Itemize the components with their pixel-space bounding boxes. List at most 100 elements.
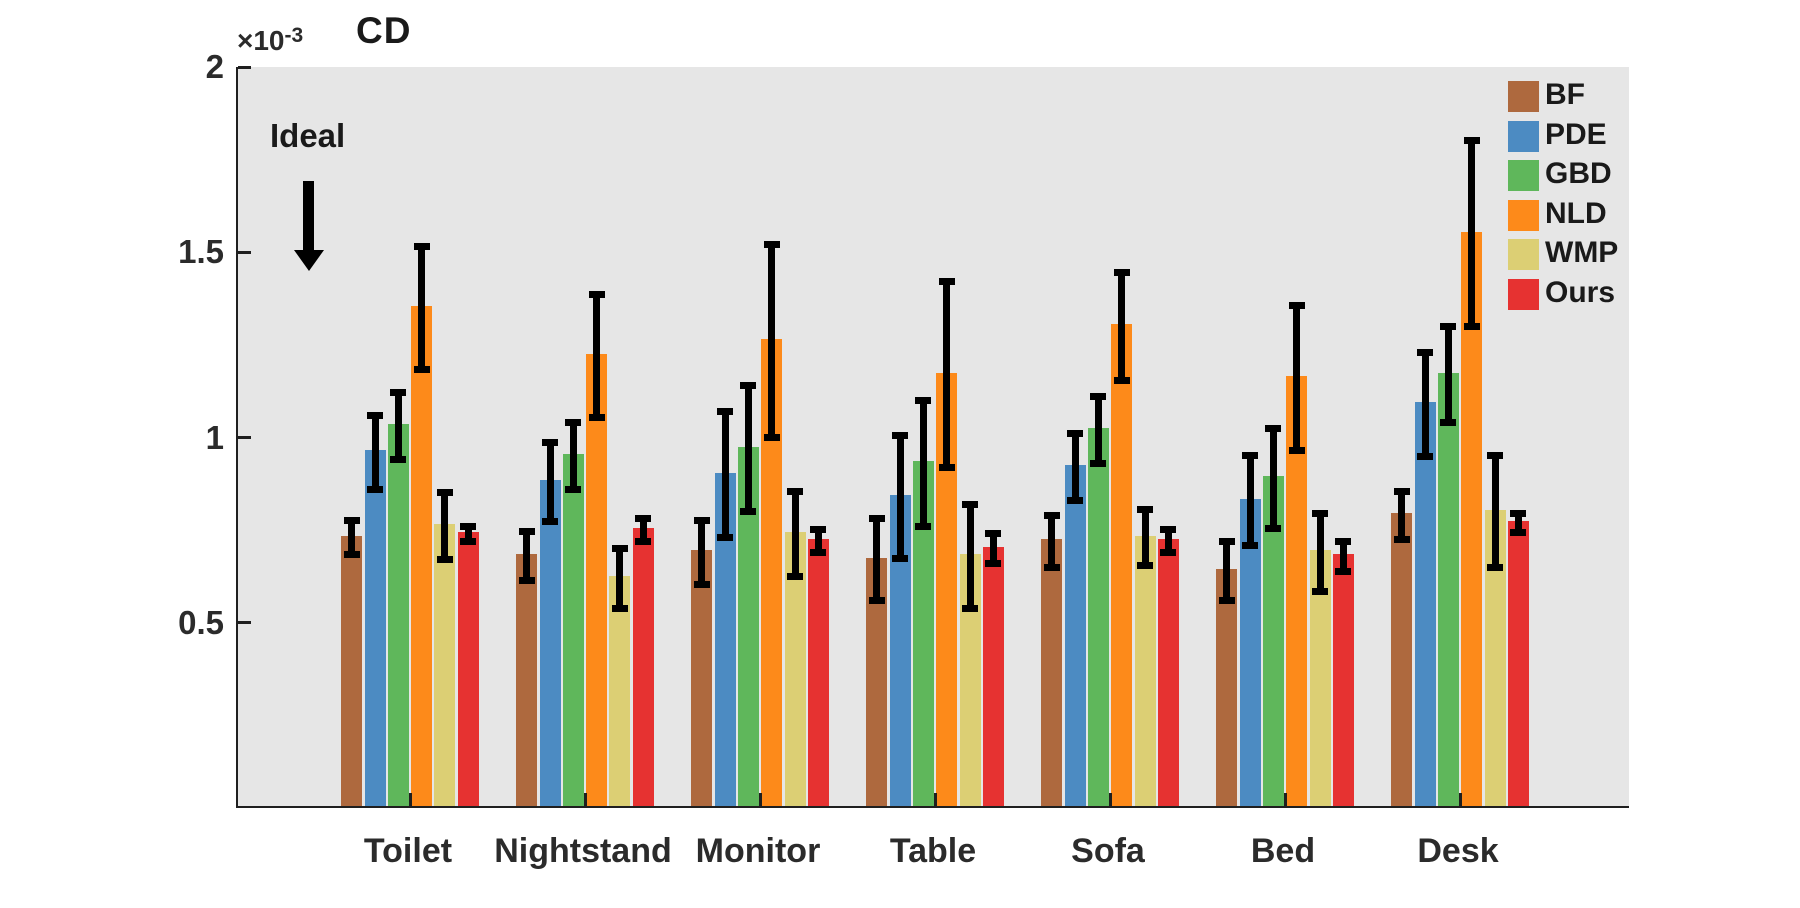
bar-pde-nightstand [539,480,561,806]
bar-pde-toilet [364,450,386,806]
error-bar-wmp-sofa [1137,506,1153,569]
legend-swatch-pde [1508,120,1539,152]
error-bar-bf-monitor [693,517,710,588]
bar-nld-toilet [411,305,433,806]
bar-nld-nightstand [586,354,608,806]
legend-swatch-nld [1508,199,1539,231]
legend-label-gbd: GBD [1545,157,1612,191]
error-bar-bf-bed [1218,537,1235,605]
bar-bf-table [866,557,888,806]
legend-label-nld: NLD [1545,196,1607,230]
bar-ours-bed [1332,554,1354,806]
error-bar-pde-toilet [367,411,384,494]
legend-label-pde: PDE [1545,117,1607,151]
bar-wmp-monitor [784,531,806,806]
legend-swatch-gbd [1508,160,1539,192]
error-bar-ours-desk [1510,509,1527,536]
bar-wmp-desk [1484,509,1506,806]
bar-wmp-bed [1309,550,1331,806]
legend-swatch-ours [1508,279,1539,310]
error-bar-nld-nightstand [588,291,605,421]
plot-area: Ideal [236,65,1629,808]
error-bar-nld-toilet [413,243,430,373]
error-bar-nld-table [938,278,955,471]
error-bar-pde-monitor [717,407,734,542]
error-bar-ours-sofa [1160,526,1177,556]
x-tick-nightstand [583,793,587,806]
y-tick-1 [238,436,251,439]
error-bar-gbd-toilet [390,389,407,464]
legend-label-wmp: WMP [1545,236,1619,270]
bar-nld-desk [1461,231,1483,806]
y-tick-2 [238,65,251,69]
x-label-toilet: Toilet [363,832,453,870]
bar-nld-bed [1286,376,1308,806]
bar-gbd-desk [1437,372,1459,806]
x-tick-bed [1283,793,1287,806]
error-bar-gbd-table [915,396,932,531]
x-tick-sofa [1108,793,1112,806]
bar-gbd-monitor [737,446,759,806]
bar-wmp-nightstand [609,576,631,806]
bar-ours-toilet [457,531,479,806]
error-bar-gbd-sofa [1090,393,1107,468]
error-bar-bf-toilet [343,517,360,558]
error-bar-ours-table [985,530,1002,568]
error-bar-bf-desk [1393,487,1410,544]
y-tick-1.5 [238,250,251,254]
error-bar-bf-nightstand [518,528,535,584]
error-bar-nld-sofa [1113,268,1130,384]
bar-bf-bed [1216,568,1238,806]
bar-wmp-toilet [434,524,456,806]
error-bar-pde-desk [1417,348,1433,460]
y-label-0.5: 0.5 [178,603,224,641]
y-axis-exponent: ×10-3 [237,24,303,57]
error-bar-ours-toilet [460,522,477,545]
error-bar-wmp-toilet [436,489,453,564]
error-bar-gbd-bed [1265,424,1282,532]
x-label-bed: Bed [1250,832,1316,870]
error-bar-nld-bed [1288,302,1305,455]
error-bar-bf-sofa [1043,511,1060,571]
error-bar-pde-table [892,431,908,562]
y-axis-exponent-power: -3 [284,24,304,47]
bar-bf-nightstand [516,554,538,806]
bar-gbd-toilet [387,424,409,806]
error-bar-wmp-bed [1312,509,1328,595]
error-bar-gbd-desk [1440,322,1457,427]
y-axis-exponent-base: ×10 [237,25,285,56]
y-label-1: 1 [205,418,224,456]
ideal-annotation-label: Ideal [270,117,346,154]
x-tick-desk [1458,793,1462,806]
error-bar-ours-bed [1335,537,1352,575]
bar-bf-monitor [691,550,713,806]
bar-ours-desk [1507,520,1529,806]
error-bar-wmp-desk [1487,452,1503,571]
legend-swatch-wmp [1508,239,1539,271]
error-bar-bf-table [868,515,885,605]
bar-bf-desk [1391,513,1413,806]
x-tick-toilet [408,793,412,806]
error-bar-pde-sofa [1067,430,1083,505]
bar-bf-sofa [1041,539,1063,806]
down-arrow-icon [294,250,324,271]
x-tick-table [933,793,937,806]
legend-label-ours: Ours [1545,276,1616,309]
bar-wmp-sofa [1134,535,1156,806]
bar-nld-table [936,372,958,806]
chart-title: CD [356,10,412,51]
bar-nld-monitor [761,339,783,806]
error-bar-pde-bed [1242,452,1258,549]
bar-gbd-sofa [1087,428,1109,806]
error-bar-ours-nightstand [635,515,652,545]
x-tick-monitor [758,793,762,806]
bar-pde-bed [1239,498,1261,806]
x-label-monitor: Monitor [695,832,821,870]
error-bar-wmp-monitor [787,487,803,581]
bar-nld-sofa [1111,324,1133,806]
error-bar-wmp-table [962,500,978,612]
x-label-sofa: Sofa [1071,832,1145,870]
bar-ours-sofa [1157,539,1179,806]
y-tick-0.5 [238,621,251,625]
